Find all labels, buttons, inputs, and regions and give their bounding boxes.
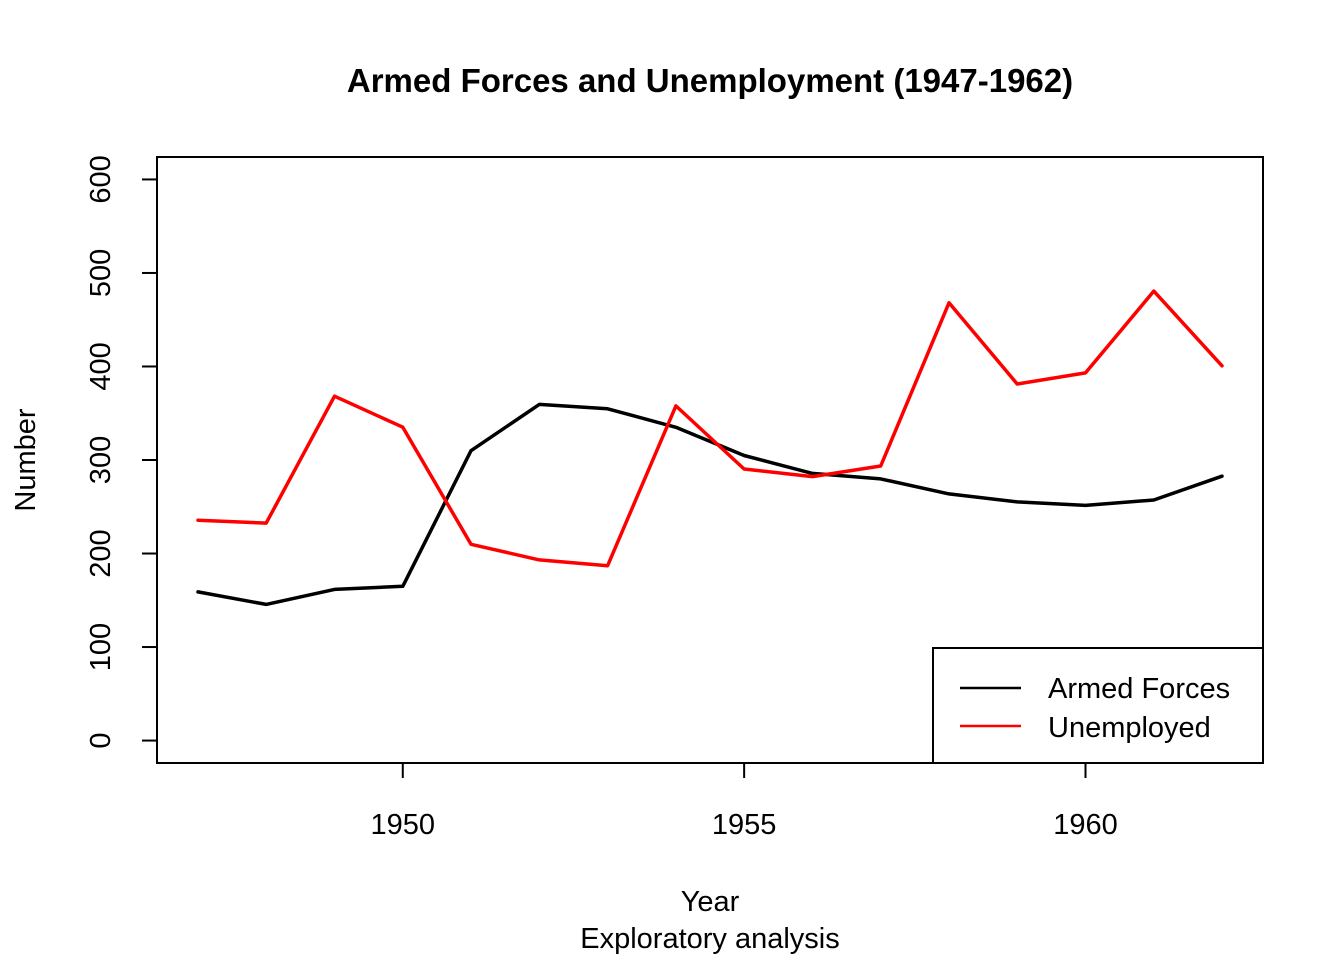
chart-title: Armed Forces and Unemployment (1947-1962…	[347, 62, 1073, 99]
y-tick-label: 600	[85, 155, 117, 203]
x-tick-label: 1950	[371, 809, 436, 841]
y-tick-label: 300	[85, 436, 117, 484]
y-tick-label: 100	[85, 623, 117, 671]
x-tick-label: 1955	[712, 809, 777, 841]
series-layer	[196, 289, 1224, 607]
legend-box	[932, 647, 1264, 764]
y-tick-label: 200	[85, 529, 117, 577]
x-axis-label: Year	[681, 886, 740, 918]
series-line-unemployed	[196, 289, 1224, 568]
y-axis-label: Number	[10, 408, 42, 511]
legend: Armed Forces Unemployed	[932, 647, 1264, 764]
y-axis: 0 100 200 300 400 500 600	[85, 155, 158, 749]
legend-label-armed-forces: Armed Forces	[1048, 673, 1230, 705]
x-axis: 1950 1955 1960	[371, 762, 1118, 841]
legend-label-unemployed: Unemployed	[1048, 712, 1211, 744]
x-axis-subtitle: Exploratory analysis	[580, 923, 840, 955]
x-tick-label: 1960	[1053, 809, 1118, 841]
y-tick-label: 0	[85, 732, 117, 748]
series-line-armed-forces	[196, 402, 1224, 607]
y-tick-label: 500	[85, 249, 117, 297]
y-tick-label: 400	[85, 342, 117, 390]
